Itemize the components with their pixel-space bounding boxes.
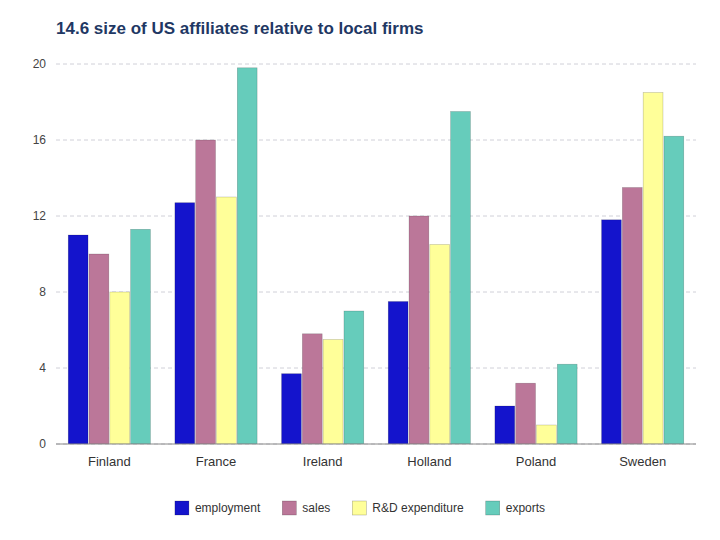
bar — [451, 112, 471, 445]
bar — [282, 374, 302, 444]
legend-item: R&D expenditure — [352, 501, 464, 515]
legend-label: employment — [195, 501, 261, 515]
grid-line — [56, 368, 696, 369]
legend-swatch — [282, 501, 296, 515]
bar — [495, 406, 515, 444]
x-tick-label: France — [196, 454, 236, 469]
bar — [196, 140, 216, 444]
y-tick-label: 12 — [33, 209, 47, 223]
bar — [409, 216, 429, 444]
bar — [602, 220, 622, 444]
legend-item: exports — [486, 501, 545, 515]
legend-swatch — [352, 501, 366, 515]
legend-label: R&D expenditure — [372, 501, 464, 515]
legend-item: employment — [175, 501, 261, 515]
bar — [344, 311, 364, 444]
bar — [302, 334, 322, 444]
bar — [89, 254, 109, 444]
legend-item: sales — [282, 501, 330, 515]
x-tick-label: Holland — [407, 454, 451, 469]
x-tick-label: Finland — [88, 454, 131, 469]
bar — [110, 292, 130, 444]
bar — [237, 68, 257, 444]
legend-label: sales — [302, 501, 330, 515]
legend: employment sales R&D expenditure exports — [175, 501, 545, 515]
grid-line — [56, 216, 696, 217]
bar — [537, 425, 557, 444]
grid-line — [56, 140, 696, 141]
page: {"chart_data": {"type": "bar", "title": … — [0, 0, 720, 540]
bar — [217, 197, 237, 444]
bar — [175, 203, 195, 444]
bar — [68, 235, 88, 444]
bar — [430, 245, 450, 445]
legend-swatch — [175, 501, 189, 515]
y-tick-label: 8 — [39, 285, 46, 299]
bar — [388, 302, 408, 445]
y-tick-label: 20 — [33, 57, 47, 71]
x-tick-label: Sweden — [619, 454, 666, 469]
title: 14.6 size of US affiliates relative to l… — [56, 19, 424, 38]
x-tick-label: Ireland — [303, 454, 343, 469]
bars — [68, 68, 684, 444]
bar — [664, 136, 684, 444]
grid-line — [56, 444, 696, 445]
chart-container: 14.6 size of US affiliates relative to l… — [0, 0, 720, 540]
bar — [557, 364, 577, 444]
y-tick-label: 0 — [39, 437, 46, 451]
grid — [56, 64, 696, 444]
legend-label: exports — [506, 501, 545, 515]
y-tick-label: 4 — [39, 361, 46, 375]
grid-line — [56, 64, 696, 65]
x-tick-label: Poland — [516, 454, 556, 469]
chart-svg: 14.6 size of US affiliates relative to l… — [0, 0, 720, 540]
bar — [622, 188, 642, 445]
legend-swatch — [486, 501, 500, 515]
grid-line — [56, 292, 696, 293]
bar — [643, 93, 663, 445]
bar — [131, 229, 151, 444]
bar — [516, 383, 536, 444]
bar — [323, 340, 343, 445]
x-axis-line — [56, 444, 696, 445]
y-tick-label: 16 — [33, 133, 47, 147]
